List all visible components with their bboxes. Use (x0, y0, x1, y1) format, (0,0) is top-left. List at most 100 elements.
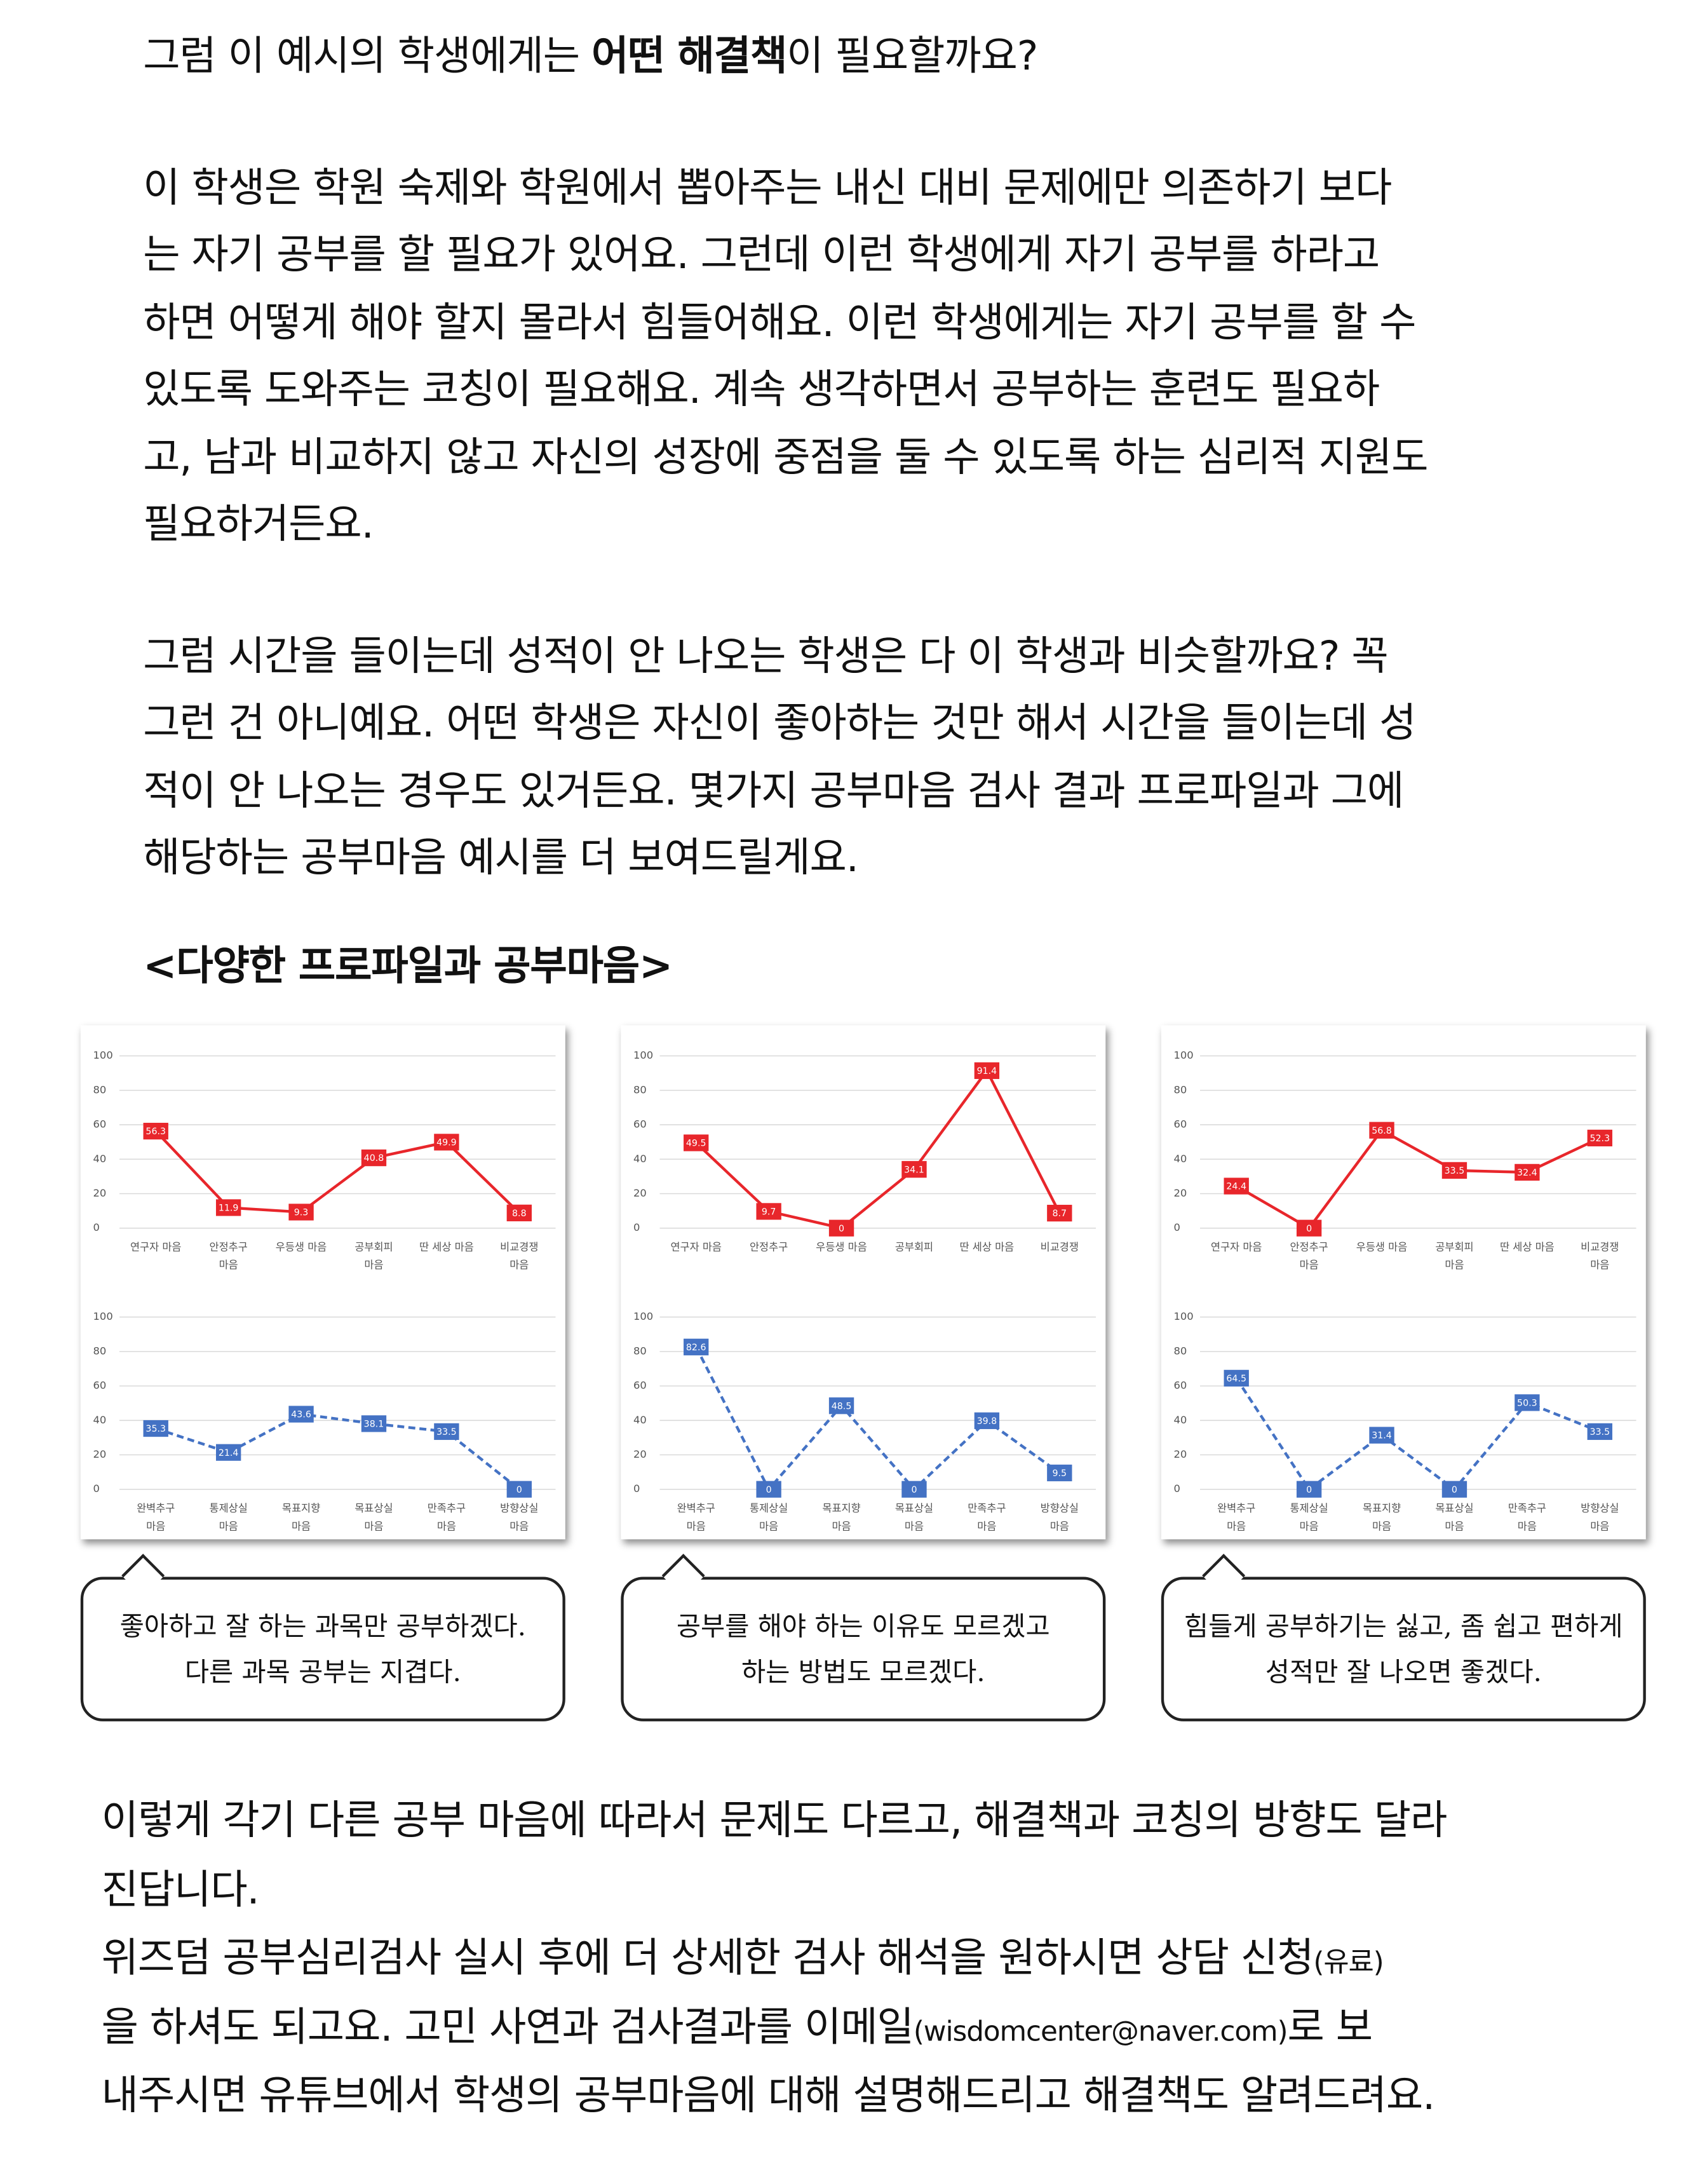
x-tick-label: 마음 (905, 1520, 924, 1532)
marker (434, 1134, 459, 1151)
x-tick-label: 연구자 마음 (670, 1241, 722, 1253)
x-tick-label: 만족추구 (428, 1502, 466, 1514)
x-tick-label: 연구자 마음 (1211, 1241, 1262, 1253)
data-label: 0 (839, 1224, 844, 1234)
marker (1296, 1219, 1322, 1237)
data-label: 32.4 (1517, 1168, 1537, 1178)
x-tick-label: 마음 (1445, 1259, 1464, 1271)
series-line (1235, 1377, 1601, 1491)
marker (143, 1420, 168, 1437)
marker (506, 1481, 532, 1498)
data-label: 82.6 (686, 1343, 706, 1353)
marker (1441, 1481, 1467, 1498)
x-tick-label: 만족추구 (968, 1502, 1006, 1514)
paragraph-line: 그럼 시간을 들이는데 성적이 안 나오는 학생은 다 이 학생과 비슷할까요?… (143, 632, 1388, 680)
x-tick-label: 마음 (219, 1259, 238, 1271)
data-label: 31.4 (1372, 1431, 1392, 1441)
marker (1224, 1177, 1249, 1195)
x-tick-label: 연구자 마음 (130, 1241, 182, 1253)
y-tick-label: 60 (633, 1380, 647, 1392)
y-tick-label: 0 (633, 1482, 640, 1495)
y-tick-label: 40 (1173, 1414, 1187, 1426)
marker (215, 1199, 241, 1216)
data-label: 0 (1306, 1485, 1312, 1495)
y-tick-label: 20 (1173, 1187, 1187, 1199)
x-tick-label: 목표지향 (282, 1502, 320, 1514)
x-tick-label: 마음 (1050, 1520, 1069, 1532)
x-tick-label: 완벽추구 (677, 1502, 715, 1514)
x-tick-label: 마음 (687, 1520, 706, 1532)
bubble-text: 하는 방법도 모르겠다. (741, 1657, 985, 1688)
y-tick-label: 80 (93, 1345, 106, 1357)
data-label: 11.9 (219, 1204, 239, 1214)
paragraph-line: 는 자기 공부를 할 필요가 있어요. 그런데 이런 학생에게 자기 공부를 하… (143, 231, 1380, 279)
x-tick-label: 딴 세상 마음 (1500, 1241, 1555, 1253)
y-tick-label: 60 (93, 1380, 106, 1392)
marker (434, 1423, 459, 1441)
x-tick-label: 안정추구 (750, 1241, 788, 1253)
paragraph-line: 그런 건 아니예요. 어떤 학생은 자신이 좋아하는 것만 해서 시간을 들이는… (143, 699, 1416, 747)
y-tick-label: 0 (1173, 1482, 1180, 1495)
x-tick-label: 목표상실 (354, 1502, 393, 1514)
data-label: 8.8 (512, 1209, 527, 1219)
x-tick-label: 마음 (1590, 1259, 1609, 1271)
x-tick-label: 마음 (1518, 1520, 1537, 1532)
x-tick-label: 만족추구 (1508, 1502, 1546, 1514)
closing-line: 위즈덤 공부심리검사 실시 후에 더 상세한 검사 해석을 원하시면 상담 신청… (102, 1930, 1384, 1985)
marker (901, 1161, 927, 1178)
paragraph-line: 해당하는 공부마음 예시를 더 보여드릴게요. (143, 834, 859, 881)
y-tick-label: 40 (633, 1414, 647, 1426)
x-tick-label: 안정추구 (1290, 1241, 1328, 1253)
x-tick-label: 마음 (364, 1259, 383, 1271)
x-tick-label: 마음 (1227, 1520, 1246, 1532)
x-tick-label: 마음 (759, 1520, 778, 1532)
x-tick-label: 마음 (364, 1520, 383, 1532)
paragraph-line: 고, 남과 비교하지 않고 자신의 성장에 중점을 둘 수 있도록 하는 심리적… (143, 433, 1428, 480)
paragraph-line: 이 학생은 학원 숙제와 학원에서 뽑아주는 내신 대비 문제에만 의존하기 보… (143, 163, 1392, 212)
marker (361, 1149, 387, 1167)
marker (901, 1481, 927, 1498)
bubble-text: 힘들게 공부하기는 싫고, 좀 쉽고 편하게 (1184, 1611, 1623, 1643)
data-label: 34.1 (904, 1165, 924, 1175)
x-tick-label: 방향상실 (1581, 1502, 1619, 1514)
x-tick-label: 비교경쟁 (1581, 1241, 1619, 1253)
data-label: 56.8 (1372, 1126, 1392, 1136)
x-tick-label: 목표상실 (1435, 1502, 1473, 1514)
x-tick-label: 완벽추구 (137, 1502, 175, 1514)
data-label: 9.5 (1053, 1468, 1067, 1479)
intro: 그럼 이 예시의 학생에게는 어떤 해결책이 필요할까요? (143, 28, 1038, 83)
x-tick-label: 비교경쟁 (1041, 1241, 1079, 1253)
x-tick-label: 마음 (146, 1520, 165, 1532)
x-tick-label: 통제상실 (750, 1502, 788, 1514)
bubble-text: 좋아하고 잘 하는 과목만 공부하겠다. (119, 1611, 526, 1643)
y-tick-label: 100 (93, 1310, 112, 1322)
x-tick-label: 마음 (1300, 1520, 1319, 1532)
y-tick-label: 20 (1173, 1448, 1187, 1460)
data-label: 48.5 (832, 1401, 852, 1411)
y-tick-label: 100 (633, 1310, 653, 1322)
y-tick-label: 0 (93, 1221, 99, 1233)
data-label: 9.7 (762, 1207, 776, 1217)
closing-text: 이렇게 각기 다른 공부 마음에 따라서 문제도 다르고, 해결책과 코칭의 방… (101, 1796, 1448, 1844)
data-label: 8.7 (1053, 1209, 1067, 1219)
y-tick-label: 80 (633, 1083, 647, 1095)
marker (1515, 1163, 1540, 1181)
speech-bubble: 좋아하고 잘 하는 과목만 공부하겠다. 다른 과목 공부는 지겹다. (80, 1577, 565, 1721)
x-tick-label: 마음 (1445, 1520, 1464, 1532)
marker (1369, 1427, 1394, 1444)
intro-text: 그럼 이 예시의 학생에게는 (143, 32, 592, 79)
marker (684, 1134, 709, 1151)
data-label: 0 (911, 1485, 917, 1495)
x-tick-label: 방향상실 (500, 1502, 538, 1514)
marker (506, 1204, 532, 1221)
x-tick-label: 우등생 마음 (1356, 1241, 1408, 1253)
closing-text: 을 하셔도 되고요. 고민 사연과 검사결과를 이메일 (101, 2002, 914, 2050)
data-label: 33.5 (1589, 1427, 1610, 1437)
data-label: 64.5 (1226, 1374, 1246, 1384)
closing-line: 이렇게 각기 다른 공부 마음에 따라서 문제도 다르고, 해결책과 코칭의 방… (101, 1792, 1448, 1847)
chart-panel: 0 20 40 60 80 100 연구자 마음 안정추구 우등생 마음 공부회피 딴 세상 마음 비… (621, 1025, 1106, 1540)
